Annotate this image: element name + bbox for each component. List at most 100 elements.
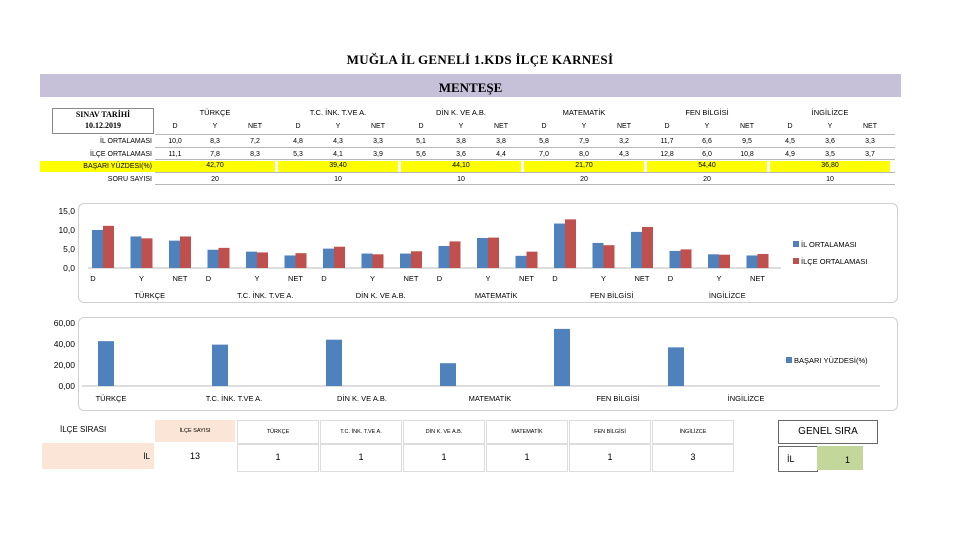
x-tick-label: Y	[254, 274, 259, 283]
ranking-subject-header: MATEMATİK	[486, 420, 568, 444]
ranking-value: 3	[690, 452, 696, 462]
column-header: NET	[740, 123, 754, 130]
x-tick-label: NET	[519, 274, 534, 283]
success-value: 21,70	[575, 162, 593, 169]
subject-header: T.C. İNK. T.VE A.	[309, 108, 367, 117]
bar-il	[554, 223, 565, 268]
ilce-avg-cell: 4,9	[785, 151, 795, 158]
ranking-value-cell: 1	[320, 444, 402, 472]
bar-il	[477, 237, 488, 268]
group-label: İNGİLİZCE	[709, 291, 746, 300]
ilce-avg-cell: 10,8	[740, 151, 754, 158]
ilce-avg-cell: 11,1	[168, 151, 182, 158]
il-avg-cell: 5,1	[416, 138, 426, 145]
ranking-subject-label: T.C. İNK. T.VE A.	[340, 429, 382, 435]
bar-il	[669, 250, 681, 268]
il-avg-cell: 3,8	[456, 138, 466, 145]
il-avg-cell: 4,8	[293, 138, 303, 145]
exam-date-label: SINAV TARİHİ	[75, 110, 131, 119]
row-label-ilce-avg: İLÇE ORTALAMASI	[90, 151, 152, 158]
success-chart: 0,00 20,00 40,00 60,00 TÜRKÇE T.C. İNK. T.VE …	[54, 318, 880, 403]
ranking-count-header: İLÇE SAYISI	[155, 420, 235, 442]
x-tick-label: Y	[716, 274, 721, 283]
group-label: FEN BİLGİSİ	[590, 291, 633, 300]
y-tick-label: 40,00	[54, 339, 76, 349]
subject-header: DİN K. VE A.B.	[435, 108, 487, 117]
legend-label: İLÇE ORTALAMASI	[801, 257, 867, 266]
legend-swatch	[793, 258, 799, 264]
bar-il	[400, 253, 411, 268]
column-header: NET	[248, 123, 262, 130]
success-highlight	[278, 161, 398, 172]
ilce-avg-cell: 4,1	[333, 151, 343, 158]
bar-il	[284, 255, 296, 268]
bar-success	[554, 328, 570, 386]
column-header: Y	[704, 123, 710, 130]
column-header: D	[418, 123, 424, 130]
x-tick-label: D	[206, 274, 212, 283]
bar-ilce	[180, 236, 191, 268]
ilce-avg-cell: 4,4	[496, 151, 506, 158]
il-avg-cell: 10,0	[168, 138, 182, 145]
table-rule	[155, 134, 895, 135]
il-avg-cell: 8,3	[210, 138, 220, 145]
subject-header: FEN BİLGİSİ	[685, 108, 729, 117]
success-highlight	[155, 161, 275, 172]
x-tick-label: Y	[370, 274, 375, 283]
bar-ilce	[603, 245, 615, 268]
x-tick-label: Y	[601, 274, 606, 283]
bar-il	[207, 249, 219, 268]
il-avg-cell: 7,2	[250, 138, 260, 145]
ranking-value-cell: 1	[486, 444, 568, 472]
ranking-value: 1	[275, 452, 281, 462]
table-rule	[155, 147, 895, 148]
ilce-avg-cell: 5,6	[416, 151, 426, 158]
il-avg-cell: 6,6	[702, 138, 712, 145]
ranking-subject-label: TÜRKÇE	[266, 429, 290, 435]
il-avg-cell: 9,5	[742, 138, 752, 145]
success-value: 36,80	[821, 162, 839, 169]
ranking-subject-header: DİN K. VE A.B.	[403, 420, 485, 444]
bar-il	[631, 231, 642, 268]
il-avg-cell: 5,8	[539, 138, 549, 145]
x-tick-label: DİN K. VE A.B.	[337, 394, 387, 403]
general-rank-label: GENEL SIRA	[798, 426, 858, 437]
x-tick-label: D	[437, 274, 443, 283]
x-tick-label: TÜRKÇE	[96, 394, 127, 403]
column-header: NET	[863, 123, 877, 130]
ilce-avg-cell: 7,0	[539, 151, 549, 158]
question-count-value: 10	[826, 176, 834, 183]
ranking-subject-header: FEN BİLGİSİ	[569, 420, 651, 444]
group-label: MATEMATİK	[475, 291, 518, 300]
y-tick-label: 60,00	[54, 318, 76, 328]
column-header: Y	[458, 123, 464, 130]
column-header: NET	[371, 123, 385, 130]
ranking-value-cell: 1	[569, 444, 651, 472]
bar-ilce	[449, 241, 461, 268]
ranking-subject-header: T.C. İNK. T.VE A.	[320, 420, 402, 444]
il-avg-cell: 11,7	[660, 138, 674, 145]
bar-ilce	[372, 254, 384, 268]
il-avg-cell: 3,6	[825, 138, 835, 145]
ranking-subject-header: İNGİLİZCE	[652, 420, 734, 444]
success-value: 44,10	[452, 162, 470, 169]
column-header: Y	[212, 123, 218, 130]
group-label: T.C. İNK. T.VE A.	[237, 291, 294, 300]
ranking-subject-header: TÜRKÇE	[237, 420, 319, 444]
ranking-value-cell: 1	[237, 444, 319, 472]
column-header: Y	[581, 123, 587, 130]
bar-il	[592, 242, 604, 268]
bar-ilce	[526, 251, 538, 268]
x-tick-label: NET	[750, 274, 765, 283]
column-header: D	[787, 123, 793, 130]
bar-il	[515, 255, 527, 268]
bar-il	[92, 230, 103, 268]
row-label-question-count: SORU SAYISI	[107, 176, 152, 183]
x-tick-label: D	[321, 274, 327, 283]
ranking-value: 1	[358, 452, 364, 462]
ranking-value: 1	[607, 452, 613, 462]
x-tick-label: NET	[635, 274, 650, 283]
table-rule	[155, 159, 895, 160]
bar-ilce	[334, 246, 345, 268]
x-tick-label: İNGİLİZCE	[728, 394, 765, 403]
